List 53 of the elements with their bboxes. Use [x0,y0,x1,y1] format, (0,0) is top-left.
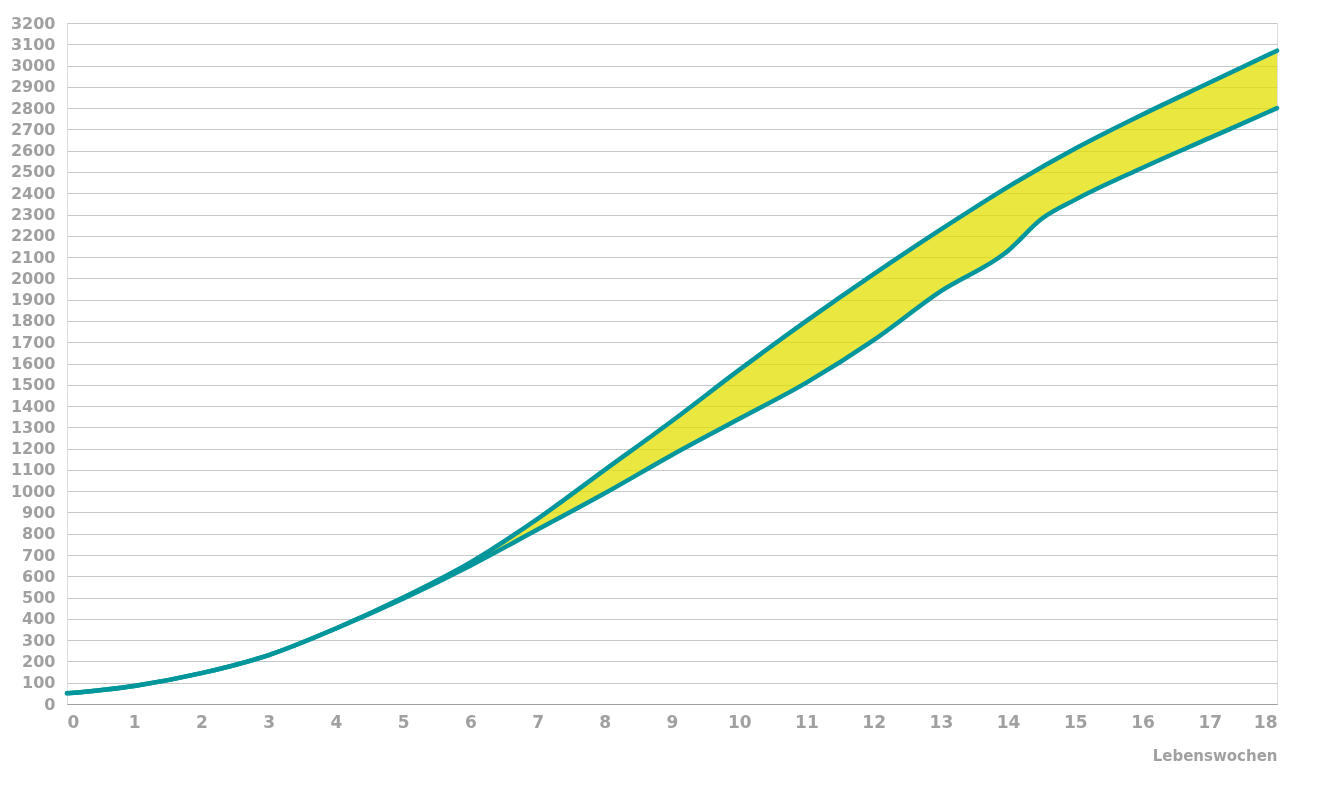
x-tick-label: 9 [666,711,679,732]
x-tick-label: 10 [727,711,752,732]
x-tick-label: 18 [1253,711,1278,732]
x-tick-label: 7 [532,711,544,732]
y-tick-label: 800 [22,524,56,544]
y-tick-label: 700 [22,545,56,565]
x-tick-label: 13 [929,711,954,732]
x-tick-label: 6 [464,711,477,732]
y-tick-label: 300 [22,630,56,650]
y-tick-label: 2200 [10,226,56,246]
y-tick-label: 1100 [10,460,56,480]
x-tick-label: 8 [599,711,612,732]
y-tick-label: 600 [22,566,56,586]
y-tick-label: 2100 [10,247,56,267]
y-tick-label: 400 [22,609,56,629]
y-tick-label: 2800 [10,98,56,118]
y-tick-label: 2500 [10,162,56,182]
y-tick-label: 1200 [10,439,56,459]
x-tick-label: 11 [795,711,819,732]
x-tick-label: 2 [196,711,208,732]
y-tick-label: 900 [22,502,56,522]
y-tick-label: 1300 [10,417,56,437]
y-tick-label: 500 [22,588,56,608]
y-tick-label: 3000 [10,56,56,76]
x-tick-label: 5 [397,711,410,732]
y-tick-label: 2700 [10,119,56,139]
y-tick-label: 2300 [10,205,56,225]
x-axis-title: Lebenswochen [1152,746,1278,765]
x-tick-label: 4 [330,711,343,732]
x-tick-label: 1 [128,711,141,732]
y-tick-label: 2000 [10,268,56,288]
y-tick-label: 2400 [10,183,56,203]
x-tick-label: 17 [1198,711,1223,732]
y-tick-label: 200 [22,651,56,671]
x-tick-label: 3 [263,711,276,732]
x-tick-label: 0 [67,711,80,732]
y-tick-label: 2600 [10,141,56,161]
x-tick-label: 14 [996,711,1021,732]
y-tick-label: 3200 [10,13,56,33]
y-tick-label: 1400 [10,396,56,416]
y-tick-label: 1700 [10,332,56,352]
y-tick-label: 1900 [10,290,56,310]
y-tick-label: 1600 [10,354,56,373]
y-tick-label: 1500 [10,375,56,395]
y-tick-label: 100 [22,673,56,693]
x-tick-label: 15 [1064,711,1088,732]
y-tick-label: 2900 [10,77,56,97]
y-tick-label: 3100 [10,34,56,54]
y-tick-label: 1800 [10,311,56,331]
x-tick-label: 12 [862,711,886,732]
y-tick-label: 0 [44,694,56,714]
y-tick-label: 1000 [10,481,56,501]
x-tick-label: 16 [1131,711,1155,732]
